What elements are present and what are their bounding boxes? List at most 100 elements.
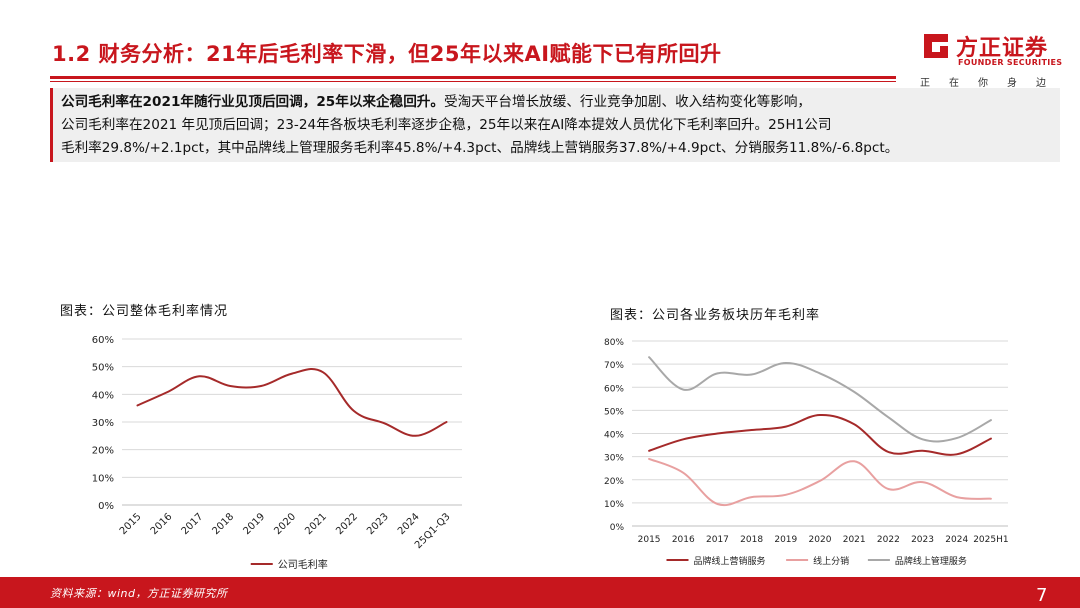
chart2-legend-label-0: 品牌线上营销服务 [694, 555, 766, 567]
chart1-data-point [445, 421, 448, 423]
logo-name-en: FOUNDER SECURITIES [958, 58, 1063, 67]
footer-source: 资料来源：wind，方正证券研究所 [50, 587, 228, 600]
chart1-caption: 图表：公司整体毛利率情况 [60, 304, 229, 319]
summary-line-2: 公司毛利率在2021 年见顶后回调；23-24年各板块毛利率逐步企稳，25年以来… [61, 117, 832, 133]
company-logo: 方正证券 FOUNDER SECURITIES 正 在 你 身 边 [918, 30, 1068, 90]
chart2-data-point [648, 356, 650, 358]
chart2-x-tick-label: 2024 [945, 535, 968, 545]
chart1-overall-gross-margin: 0% 10% 20% 30% 40% 50% 60% 2015 2016 2017 2018 2019… [92, 335, 462, 571]
logo-slogan-char: 你 [978, 78, 988, 89]
chart2-data-point [716, 372, 719, 374]
chart1-y-tick-label: 30% [92, 418, 114, 429]
chart2-y-tick-label: 40% [604, 431, 624, 441]
chart2-data-point [990, 419, 992, 421]
chart2-legend-label-2: 品牌线上管理服务 [895, 555, 967, 567]
logo-slogan-char: 正 [920, 78, 930, 89]
chart2-series-line-1 [648, 457, 992, 507]
footer-bar [0, 577, 1080, 608]
chart2-data-point [990, 437, 992, 440]
chart2-data-point [921, 450, 924, 452]
chart2-caption: 图表：公司各业务板块历年毛利率 [610, 308, 821, 323]
chart1-x-tick-label: 2015 [118, 511, 144, 537]
chart1-y-tick-label: 0% [98, 501, 114, 512]
chart2-data-point [682, 438, 684, 440]
chart2-data-point [887, 488, 889, 490]
chart2-data-point [819, 372, 821, 374]
chart2-data-point [648, 450, 650, 452]
summary-box: 公司毛利率在2021年随行业见顶后回调，25年以来企稳回升。受淘天平台增长放缓、… [50, 88, 1060, 162]
chart1-data-point [198, 375, 200, 377]
chart1-legend-label-0: 公司毛利率 [278, 558, 328, 571]
summary-lead: 公司毛利率在2021年随行业见顶后回调，25年以来企稳回升。 [61, 94, 444, 110]
chart2-x-tick-label: 2015 [638, 535, 661, 545]
page-title: 1.2 财务分析：21年后毛利率下滑，但25年以来AI赋能下已有所回升 [52, 42, 722, 66]
chart2-data-point [682, 472, 684, 474]
logo-name-cn: 方正证券 [956, 36, 1049, 61]
chart1-x-tick-label: 2018 [211, 511, 237, 537]
chart2-data-point [819, 480, 821, 482]
chart2-segment-gross-margin: 0% 10% 20% 30% 40% 50% 60% 70% 80% 2015 2016 2017 20… [604, 338, 1009, 567]
chart2-x-tick-label: 2018 [740, 535, 763, 545]
chart2-y-tick-label: 50% [604, 407, 624, 417]
summary-line-1-rest: 受淘天平台增长放缓、行业竞争加剧、收入结构变化等影响， [444, 94, 812, 110]
chart2-x-tick-label: 2022 [877, 535, 900, 545]
chart1-x-tick-label: 2016 [149, 511, 175, 537]
chart1-data-point [415, 435, 417, 437]
chart1-x-tick-label: 2021 [303, 511, 329, 537]
summary-line-1: 公司毛利率在2021年随行业见顶后回调，25年以来企稳回升。受淘天平台增长放缓、… [61, 91, 1052, 114]
chart2-x-tick-label: 2023 [911, 535, 934, 545]
chart2-data-point [751, 496, 753, 498]
chart1-data-point [167, 390, 169, 393]
chart2-y-tick-label: 30% [604, 454, 624, 464]
chart2-y-tick-label: 0% [610, 523, 625, 533]
chart1-data-point [322, 371, 324, 373]
chart2-y-tick-label: 60% [604, 384, 624, 394]
chart1-y-tick-label: 60% [92, 335, 114, 346]
logo-slogan: 正 在 你 身 边 [920, 74, 1046, 89]
chart1-data-point [291, 372, 293, 375]
chart2-x-tick-label: 2016 [672, 535, 695, 545]
summary-line-3: 毛利率29.8%/+2.1pct，其中品牌线上管理服务毛利率45.8%/+4.3… [61, 140, 899, 156]
chart2-data-point [956, 496, 958, 498]
chart1-data-point [353, 410, 355, 412]
chart1-x-tick-label: 2020 [272, 511, 298, 537]
chart2-data-point [716, 503, 719, 505]
chart1-x-tick-label: 2017 [180, 511, 206, 537]
title-underline-thin [50, 81, 896, 82]
chart2-y-tick-label: 80% [604, 338, 624, 348]
chart2-y-tick-label: 20% [604, 477, 624, 487]
chart1-data-point [229, 385, 231, 387]
chart1-series-line-0 [136, 368, 448, 437]
chart2-y-tick-label: 10% [604, 500, 624, 510]
chart2-y-tick-label: 70% [604, 361, 624, 371]
logo-mark-icon [924, 34, 948, 58]
chart2-data-point [956, 437, 958, 439]
chart2-data-point [853, 391, 855, 393]
chart1-y-tick-label: 20% [92, 446, 114, 457]
chart2-data-point [887, 451, 889, 453]
page-number: 7 [1036, 585, 1048, 606]
title-underline [50, 76, 896, 79]
chart2-x-tick-label: 2025H1 [973, 535, 1008, 545]
chart2-x-tick-label: 2021 [843, 535, 866, 545]
chart1-y-tick-label: 40% [92, 390, 114, 401]
chart2-data-point [990, 498, 992, 500]
chart2-data-point [751, 373, 753, 376]
chart2-data-point [956, 453, 958, 455]
chart2-data-point [648, 458, 650, 460]
chart2-data-point [853, 460, 855, 462]
logo-slogan-char: 身 [1007, 78, 1017, 89]
chart1-y-tick-label: 50% [92, 363, 114, 374]
chart1-x-tick-label: 2022 [334, 511, 360, 537]
chart2-data-point [785, 494, 787, 496]
logo-slogan-char: 在 [949, 78, 959, 89]
chart2-series-line-2 [648, 356, 992, 443]
chart1-x-tick-label: 2024 [396, 511, 422, 537]
chart1-x-tick-label: 2023 [365, 511, 391, 537]
chart1-y-tick-label: 10% [92, 473, 114, 484]
chart2-data-point [682, 388, 684, 391]
chart1-data-point [136, 404, 139, 406]
chart2-x-tick-label: 2017 [706, 535, 729, 545]
chart2-data-point [921, 481, 924, 483]
chart2-data-point [853, 423, 855, 425]
